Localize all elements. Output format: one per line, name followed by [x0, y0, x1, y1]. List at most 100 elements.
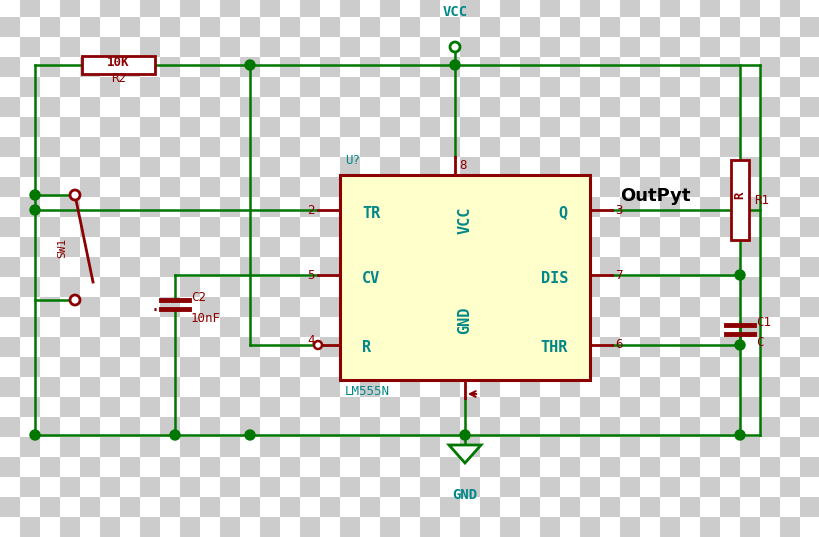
Bar: [739, 137, 759, 157]
Text: VCC: VCC: [442, 5, 467, 19]
Bar: [100, 477, 120, 497]
Bar: [440, 297, 459, 317]
Bar: [440, 317, 459, 337]
Bar: [779, 397, 799, 417]
Bar: [340, 297, 360, 317]
Bar: [200, 37, 219, 57]
Bar: [100, 397, 120, 417]
Bar: [20, 137, 40, 157]
Bar: [40, 57, 60, 77]
Text: R: R: [361, 340, 371, 355]
Bar: [319, 117, 340, 137]
Bar: [0, 0, 20, 17]
Bar: [219, 217, 240, 237]
Bar: [140, 197, 160, 217]
Bar: [459, 137, 479, 157]
Text: GND: GND: [457, 306, 472, 333]
Bar: [240, 397, 260, 417]
Bar: [379, 37, 400, 57]
Bar: [219, 257, 240, 277]
Bar: [200, 517, 219, 537]
Bar: [400, 217, 419, 237]
Bar: [300, 97, 319, 117]
Bar: [340, 397, 360, 417]
Bar: [719, 317, 739, 337]
Bar: [559, 237, 579, 257]
Bar: [20, 177, 40, 197]
Bar: [619, 457, 639, 477]
Bar: [500, 97, 519, 117]
Bar: [500, 117, 519, 137]
Bar: [360, 457, 379, 477]
Bar: [639, 37, 659, 57]
Bar: [619, 317, 639, 337]
Bar: [80, 0, 100, 17]
Bar: [679, 117, 699, 137]
Bar: [360, 257, 379, 277]
Bar: [340, 77, 360, 97]
Bar: [140, 337, 160, 357]
Bar: [559, 0, 579, 17]
Bar: [739, 57, 759, 77]
Bar: [659, 77, 679, 97]
Bar: [719, 397, 739, 417]
Bar: [400, 277, 419, 297]
Bar: [180, 257, 200, 277]
Bar: [300, 217, 319, 237]
Bar: [180, 77, 200, 97]
Text: LM555N: LM555N: [345, 385, 390, 398]
Bar: [40, 117, 60, 137]
Bar: [379, 377, 400, 397]
Bar: [200, 137, 219, 157]
Bar: [739, 177, 759, 197]
Bar: [60, 497, 80, 517]
Bar: [40, 517, 60, 537]
Bar: [779, 317, 799, 337]
Bar: [500, 397, 519, 417]
Bar: [799, 457, 819, 477]
Bar: [279, 117, 300, 137]
Bar: [400, 57, 419, 77]
Bar: [100, 97, 120, 117]
Bar: [459, 237, 479, 257]
Bar: [319, 197, 340, 217]
Bar: [719, 477, 739, 497]
Bar: [759, 197, 779, 217]
Bar: [619, 37, 639, 57]
Bar: [659, 477, 679, 497]
Bar: [540, 257, 559, 277]
Bar: [319, 477, 340, 497]
Bar: [319, 377, 340, 397]
Bar: [80, 457, 100, 477]
Bar: [0, 17, 20, 37]
Bar: [699, 497, 719, 517]
Bar: [100, 377, 120, 397]
Bar: [279, 317, 300, 337]
Bar: [419, 517, 440, 537]
Bar: [279, 457, 300, 477]
Bar: [540, 377, 559, 397]
Bar: [579, 317, 600, 337]
Bar: [80, 317, 100, 337]
Bar: [340, 357, 360, 377]
Bar: [559, 357, 579, 377]
Bar: [419, 337, 440, 357]
Bar: [759, 217, 779, 237]
Bar: [279, 237, 300, 257]
Bar: [579, 37, 600, 57]
Bar: [479, 317, 500, 337]
Bar: [140, 37, 160, 57]
Bar: [739, 0, 759, 17]
Bar: [40, 477, 60, 497]
Bar: [540, 437, 559, 457]
Bar: [80, 217, 100, 237]
Text: GND: GND: [452, 488, 477, 502]
Bar: [100, 17, 120, 37]
Bar: [440, 457, 459, 477]
Bar: [600, 0, 619, 17]
Bar: [140, 377, 160, 397]
Bar: [300, 337, 319, 357]
Bar: [679, 97, 699, 117]
Bar: [260, 457, 279, 477]
Text: 10K: 10K: [107, 55, 129, 69]
